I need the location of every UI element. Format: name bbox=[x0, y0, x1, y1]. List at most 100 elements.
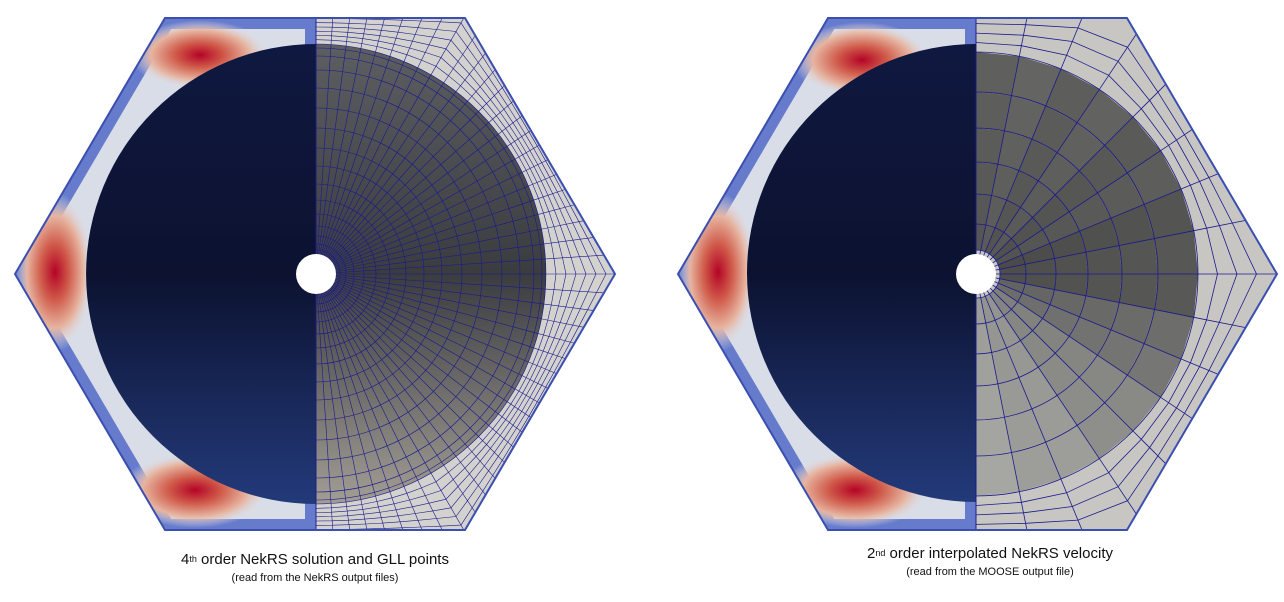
mesh-cell bbox=[1119, 238, 1158, 274]
gll-ring bbox=[315, 225, 365, 323]
gll-wall-line bbox=[533, 188, 567, 201]
gll-wall-line bbox=[515, 143, 542, 160]
gll-wall-line bbox=[345, 18, 351, 47]
mesh-ring bbox=[975, 127, 1123, 421]
gll-wall-line bbox=[528, 361, 559, 375]
gll-wall-line bbox=[541, 318, 586, 328]
mesh-cell bbox=[976, 52, 1020, 96]
gll-wall-line bbox=[488, 425, 516, 449]
gll-ring bbox=[315, 165, 425, 383]
gll-wall-line bbox=[488, 99, 516, 123]
mesh-cell bbox=[1020, 180, 1056, 218]
right-hex-outline bbox=[676, 17, 1279, 531]
mesh-cell bbox=[1144, 189, 1194, 239]
gll-radial-line bbox=[315, 100, 468, 275]
gll-wall-line bbox=[498, 114, 525, 135]
mesh-cell bbox=[1006, 340, 1039, 378]
mesh-cell bbox=[1085, 245, 1122, 274]
gll-wall-line bbox=[522, 375, 550, 390]
gll-ring bbox=[315, 235, 355, 313]
gll-wall-line bbox=[545, 254, 606, 260]
gll-wall-ring bbox=[315, 22, 597, 526]
mesh-wall-ring bbox=[975, 32, 1238, 516]
mesh-radial-line bbox=[975, 230, 1194, 275]
gll-radial-line bbox=[315, 273, 479, 437]
mesh-cell bbox=[1097, 329, 1145, 376]
gll-wall-line bbox=[455, 456, 488, 498]
mesh-cell bbox=[1011, 301, 1043, 331]
gll-wall-line bbox=[360, 18, 368, 49]
gll-ring bbox=[315, 87, 503, 461]
gll-wall-line bbox=[403, 18, 424, 62]
mesh-cell bbox=[1154, 230, 1198, 274]
mesh-cell bbox=[1017, 229, 1050, 255]
mesh-cell bbox=[1079, 355, 1128, 403]
mesh-cell bbox=[1038, 353, 1080, 396]
mesh-cell bbox=[985, 195, 1007, 228]
mesh-ring bbox=[975, 193, 1057, 355]
gll-wall-line bbox=[541, 220, 586, 230]
gll-wall-ring bbox=[316, 18, 607, 530]
gll-wall-line bbox=[543, 303, 595, 312]
mesh-cell bbox=[1144, 309, 1194, 359]
mesh-cell bbox=[1038, 152, 1080, 195]
gll-wall-line bbox=[533, 347, 567, 360]
gll-ring bbox=[315, 55, 535, 493]
gll-ring bbox=[315, 249, 341, 299]
gll-ring bbox=[315, 147, 443, 401]
gll-wall-line bbox=[389, 18, 405, 57]
gll-wall-line bbox=[538, 333, 576, 344]
mesh-cell bbox=[1057, 377, 1105, 426]
mesh-radial-line bbox=[975, 188, 1182, 275]
mesh-cell bbox=[1055, 170, 1098, 212]
gll-wall-line bbox=[403, 486, 424, 530]
mesh-cell bbox=[1079, 145, 1128, 193]
mesh-wall-ring bbox=[975, 42, 1218, 506]
gll-ring bbox=[315, 107, 483, 441]
mesh-cell bbox=[1049, 289, 1086, 317]
gll-ring bbox=[315, 69, 521, 479]
gll-wall-line bbox=[417, 480, 445, 530]
mesh-cell bbox=[997, 377, 1032, 418]
gll-wall-ring bbox=[315, 26, 587, 522]
mesh-cell bbox=[1077, 402, 1133, 459]
mesh-cell bbox=[1042, 211, 1080, 244]
mesh-cell bbox=[989, 232, 1012, 257]
gll-wall-line bbox=[375, 18, 386, 52]
gll-wall-line bbox=[467, 67, 498, 102]
gll-wall-line bbox=[478, 83, 507, 112]
gll-wall-line bbox=[498, 413, 525, 434]
gll-radial-line bbox=[315, 273, 490, 426]
mesh-cell bbox=[1032, 194, 1070, 230]
mesh-cell bbox=[1003, 207, 1033, 239]
gll-wall-line bbox=[478, 436, 507, 465]
gll-wall-line bbox=[545, 288, 606, 294]
mesh-cell bbox=[1104, 117, 1161, 173]
mesh-cell bbox=[985, 294, 1004, 321]
left-caption-title: 4th order NekRS solution and GLL points bbox=[181, 551, 449, 568]
mesh-cell bbox=[1054, 274, 1088, 296]
mesh-cell bbox=[993, 238, 1018, 261]
mesh-cell bbox=[999, 264, 1026, 274]
gll-wall-line bbox=[522, 158, 550, 173]
mesh-cell bbox=[1079, 295, 1120, 330]
right-mesh-cells bbox=[976, 52, 1198, 496]
mesh-cell bbox=[1017, 293, 1050, 319]
gll-wall-line bbox=[515, 388, 542, 405]
mesh-cell bbox=[1031, 105, 1078, 153]
gll-radial-line bbox=[315, 111, 479, 275]
right-center-pin bbox=[956, 254, 996, 294]
mesh-cell bbox=[999, 274, 1026, 284]
mesh-radial-line bbox=[975, 273, 1100, 459]
mesh-cell bbox=[976, 194, 992, 225]
gll-wall-line bbox=[430, 18, 467, 75]
mesh-cell bbox=[1004, 408, 1046, 453]
mesh-cell bbox=[1055, 336, 1098, 378]
mesh-cell bbox=[995, 200, 1021, 233]
gll-ring bbox=[315, 199, 391, 349]
mesh-radial-line bbox=[975, 116, 1134, 275]
left-hot-spot-middle bbox=[15, 192, 95, 352]
gll-radial-line bbox=[315, 273, 468, 448]
right-caption-subtitle: (read from the MOOSE output file) bbox=[906, 566, 1074, 578]
